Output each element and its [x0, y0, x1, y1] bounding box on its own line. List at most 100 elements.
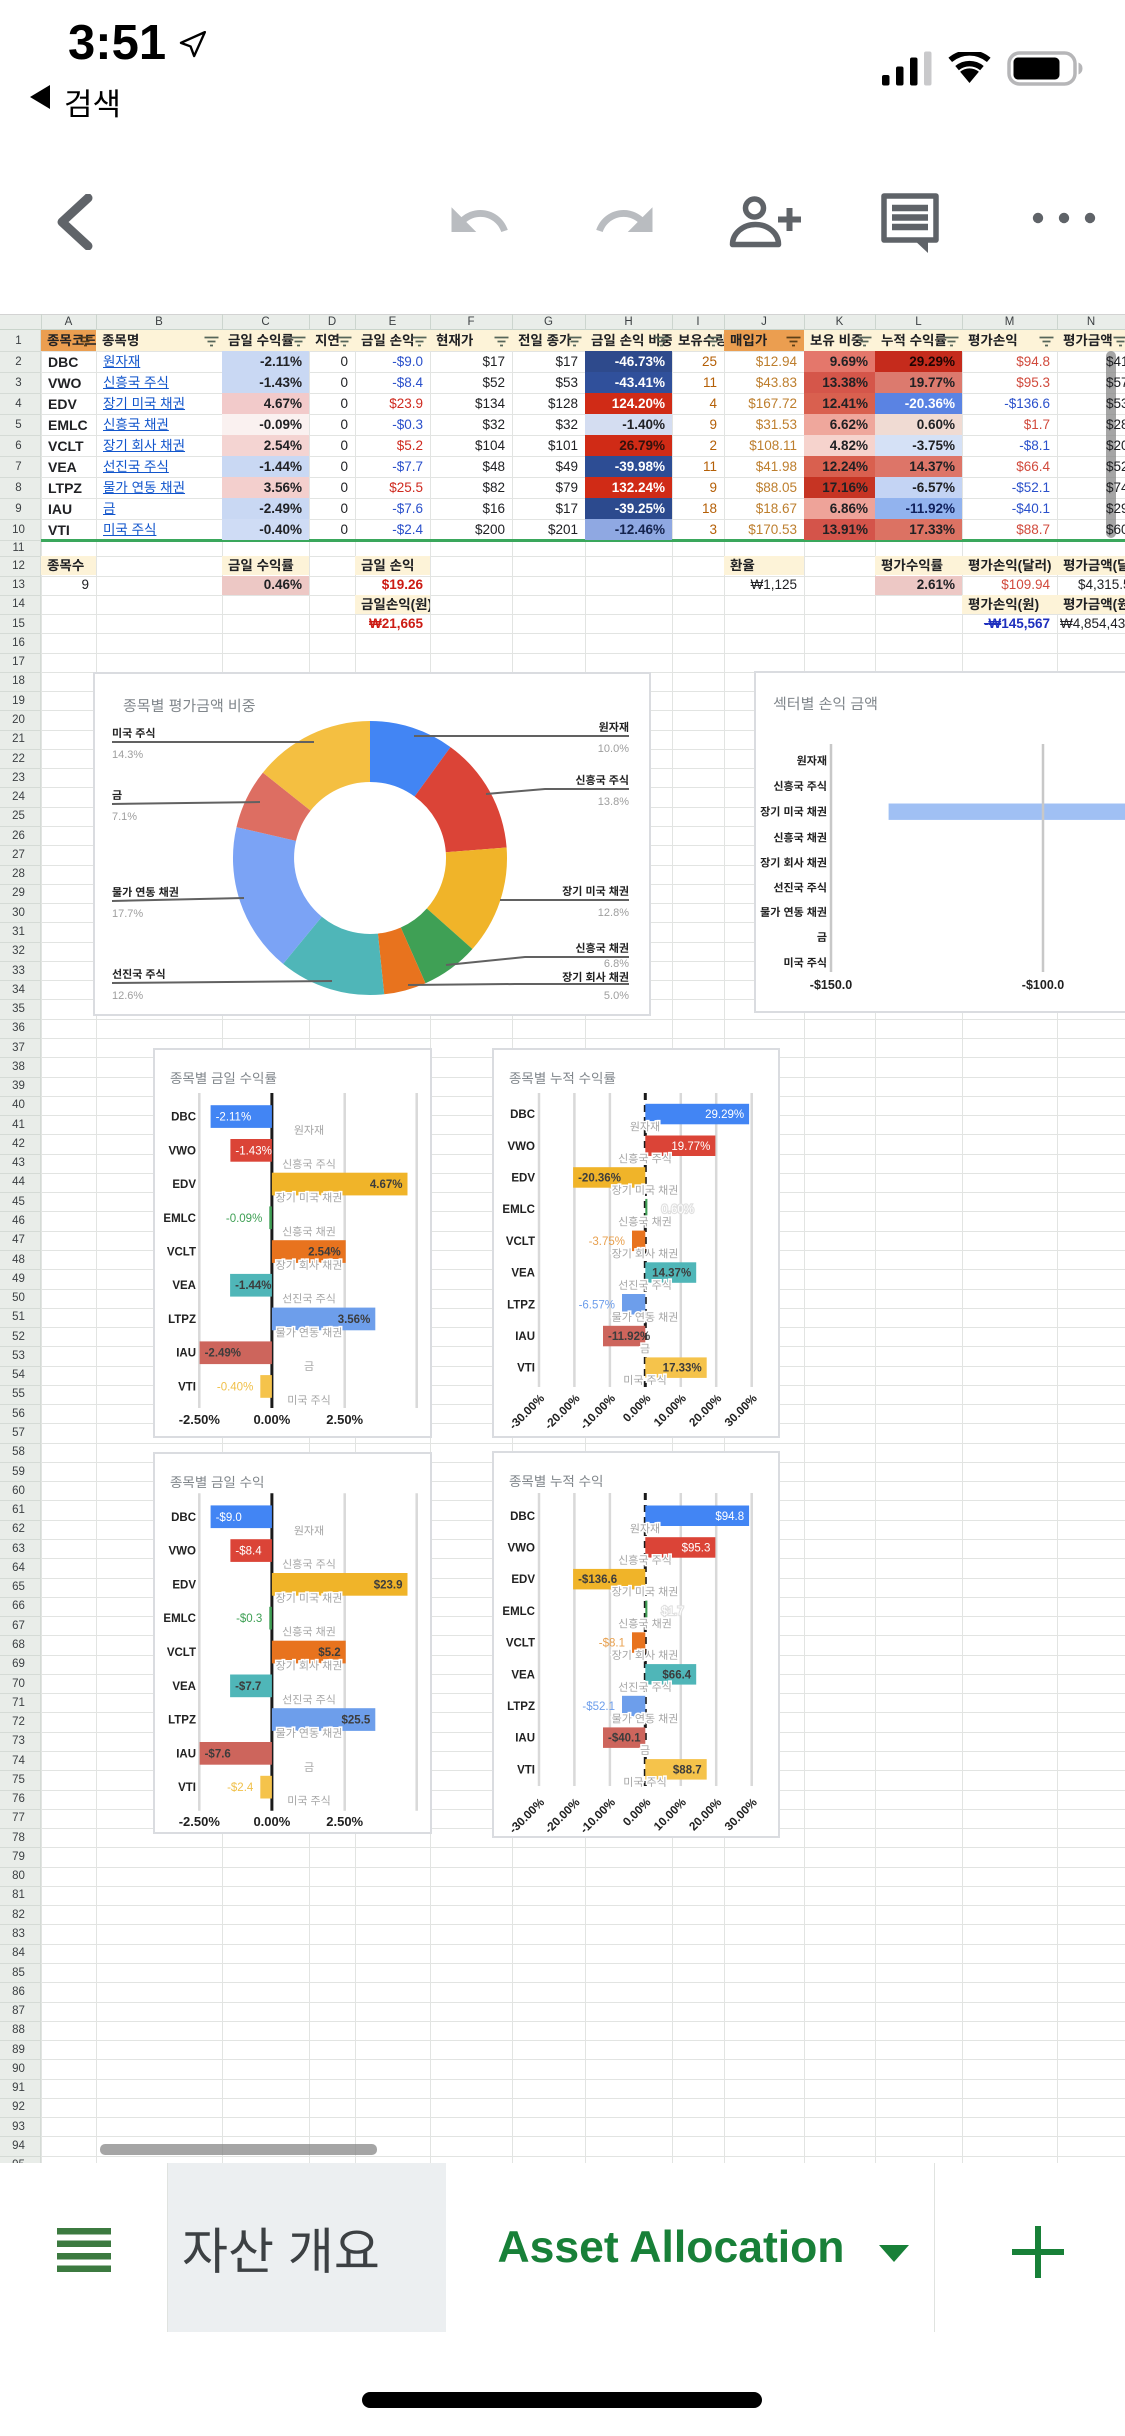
svg-text:신흥국 주식: 신흥국 주식 — [619, 1152, 673, 1165]
svg-text:5.0%: 5.0% — [604, 990, 629, 1002]
svg-text:10.00%: 10.00% — [651, 1390, 690, 1429]
svg-text:VWO: VWO — [169, 1546, 197, 1558]
svg-text:-$0.3: -$0.3 — [236, 1613, 262, 1625]
svg-text:$5.2: $5.2 — [318, 1647, 340, 1659]
svg-text:신흥국 채권: 신흥국 채권 — [282, 1626, 336, 1639]
svg-text:-$9.0: -$9.0 — [216, 1512, 242, 1524]
svg-text:6.8%: 6.8% — [604, 958, 629, 970]
svg-text:-$7.6: -$7.6 — [205, 1748, 231, 1760]
svg-text:물가 연동 채권: 물가 연동 채권 — [276, 1326, 343, 1339]
svg-text:-$40.1: -$40.1 — [608, 1733, 641, 1745]
svg-text:IAU: IAU — [176, 1748, 196, 1760]
svg-text:VTI: VTI — [518, 1765, 536, 1777]
svg-text:29.29%: 29.29% — [705, 1109, 744, 1121]
svg-text:물가 연동 채권: 물가 연동 채권 — [276, 1727, 343, 1740]
svg-text:신흥국 주식: 신흥국 주식 — [773, 780, 827, 793]
svg-text:$1.7: $1.7 — [662, 1606, 684, 1618]
svg-text:장기 미국 채권: 장기 미국 채권 — [612, 1586, 679, 1599]
svg-text:원자재: 원자재 — [797, 755, 827, 768]
svg-text:선진국 주식: 선진국 주식 — [112, 968, 166, 981]
svg-text:장기 회사 채권: 장기 회사 채권 — [562, 971, 629, 984]
svg-text:14.37%: 14.37% — [653, 1267, 692, 1279]
svg-text:17.33%: 17.33% — [663, 1362, 702, 1374]
svg-text:장기 회사 채권: 장기 회사 채권 — [760, 856, 827, 869]
svg-text:-3.75%: -3.75% — [589, 1235, 625, 1247]
svg-text:금: 금 — [817, 932, 827, 944]
svg-text:$95.3: $95.3 — [682, 1543, 711, 1555]
svg-text:EMLC: EMLC — [163, 1212, 196, 1224]
svg-text:-2.11%: -2.11% — [216, 1111, 252, 1123]
svg-text:VEA: VEA — [512, 1267, 536, 1279]
svg-text:종목별 누적 수익률: 종목별 누적 수익률 — [509, 1071, 616, 1086]
svg-text:12.8%: 12.8% — [598, 907, 629, 919]
svg-text:$88.7: $88.7 — [673, 1765, 702, 1777]
svg-text:LTPZ: LTPZ — [168, 1715, 196, 1727]
svg-text:IAU: IAU — [176, 1347, 196, 1359]
svg-text:3.56%: 3.56% — [338, 1314, 371, 1326]
svg-text:EDV: EDV — [512, 1172, 536, 1184]
svg-text:선진국 주식: 선진국 주식 — [282, 1693, 336, 1706]
svg-text:20.00%: 20.00% — [687, 1390, 726, 1429]
svg-text:-2.50%: -2.50% — [179, 1412, 221, 1427]
svg-text:19.77%: 19.77% — [672, 1140, 711, 1152]
svg-text:신흥국 채권: 신흥국 채권 — [619, 1618, 673, 1631]
svg-text:미국 주식: 미국 주식 — [112, 727, 156, 740]
svg-text:0.60%: 0.60% — [662, 1204, 695, 1216]
svg-text:-11.92%: -11.92% — [608, 1331, 650, 1343]
svg-text:금: 금 — [640, 1746, 650, 1758]
svg-text:$23.9: $23.9 — [374, 1579, 403, 1591]
svg-text:-10.00%: -10.00% — [577, 1390, 618, 1431]
svg-text:미국 주식: 미국 주식 — [287, 1795, 331, 1808]
svg-text:신흥국 주식: 신흥국 주식 — [619, 1554, 673, 1567]
svg-text:종목별 평가금액 비중: 종목별 평가금액 비중 — [123, 698, 256, 715]
svg-text:EDV: EDV — [512, 1575, 536, 1587]
svg-text:신흥국 채권: 신흥국 채권 — [282, 1225, 336, 1238]
svg-text:-$150.0: -$150.0 — [810, 978, 852, 992]
svg-text:-10.00%: -10.00% — [577, 1795, 618, 1836]
svg-text:미국 주식: 미국 주식 — [624, 1776, 668, 1789]
svg-text:-0.09%: -0.09% — [226, 1212, 262, 1224]
svg-text:장기 미국 채권: 장기 미국 채권 — [562, 885, 629, 898]
svg-text:12.6%: 12.6% — [112, 990, 143, 1002]
svg-text:장기 미국 채권: 장기 미국 채권 — [276, 1592, 343, 1605]
svg-text:선진국 주식: 선진국 주식 — [619, 1279, 673, 1292]
svg-text:장기 미국 채권: 장기 미국 채권 — [276, 1191, 343, 1204]
svg-text:VEA: VEA — [512, 1670, 536, 1682]
svg-text:0.00%: 0.00% — [620, 1390, 654, 1424]
svg-text:-$100.0: -$100.0 — [1022, 978, 1064, 992]
svg-text:$66.4: $66.4 — [663, 1670, 692, 1682]
svg-text:17.7%: 17.7% — [112, 908, 143, 920]
svg-text:미국 주식: 미국 주식 — [287, 1393, 331, 1406]
svg-text:신흥국 주식: 신흥국 주식 — [282, 1558, 336, 1571]
svg-text:$94.8: $94.8 — [716, 1511, 745, 1523]
svg-text:VTI: VTI — [178, 1782, 196, 1794]
svg-text:-2.50%: -2.50% — [179, 1814, 221, 1829]
svg-text:13.8%: 13.8% — [598, 796, 629, 808]
svg-text:VCLT: VCLT — [167, 1246, 196, 1258]
svg-text:-1.43%: -1.43% — [235, 1145, 271, 1157]
svg-text:미국 주식: 미국 주식 — [624, 1374, 668, 1387]
svg-text:금: 금 — [112, 790, 122, 802]
svg-text:물가 연동 채권: 물가 연동 채권 — [612, 1310, 679, 1323]
svg-text:신흥국 주식: 신흥국 주식 — [575, 774, 629, 787]
svg-text:장기 미국 채권: 장기 미국 채권 — [612, 1184, 679, 1197]
svg-text:-$136.6: -$136.6 — [578, 1575, 617, 1587]
svg-text:$25.5: $25.5 — [342, 1715, 371, 1727]
svg-text:-1.44%: -1.44% — [235, 1280, 271, 1292]
svg-text:미국 주식: 미국 주식 — [783, 956, 827, 969]
svg-text:30.00%: 30.00% — [722, 1390, 761, 1429]
svg-text:종목별 누적 수익: 종목별 누적 수익 — [509, 1474, 603, 1489]
svg-text:-2.49%: -2.49% — [205, 1347, 241, 1359]
svg-text:금: 금 — [640, 1343, 650, 1355]
svg-text:신흥국 채권: 신흥국 채권 — [619, 1215, 673, 1228]
svg-text:7.1%: 7.1% — [112, 811, 137, 823]
svg-text:-$8.4: -$8.4 — [235, 1546, 262, 1558]
svg-text:14.3%: 14.3% — [112, 749, 143, 761]
svg-text:VCLT: VCLT — [506, 1235, 535, 1247]
svg-text:VWO: VWO — [508, 1140, 536, 1152]
svg-text:신흥국 주식: 신흥국 주식 — [282, 1157, 336, 1170]
svg-text:EMLC: EMLC — [503, 1606, 536, 1618]
svg-text:-0.40%: -0.40% — [217, 1381, 253, 1393]
svg-text:30.00%: 30.00% — [722, 1795, 761, 1834]
svg-text:VCLT: VCLT — [506, 1638, 535, 1650]
